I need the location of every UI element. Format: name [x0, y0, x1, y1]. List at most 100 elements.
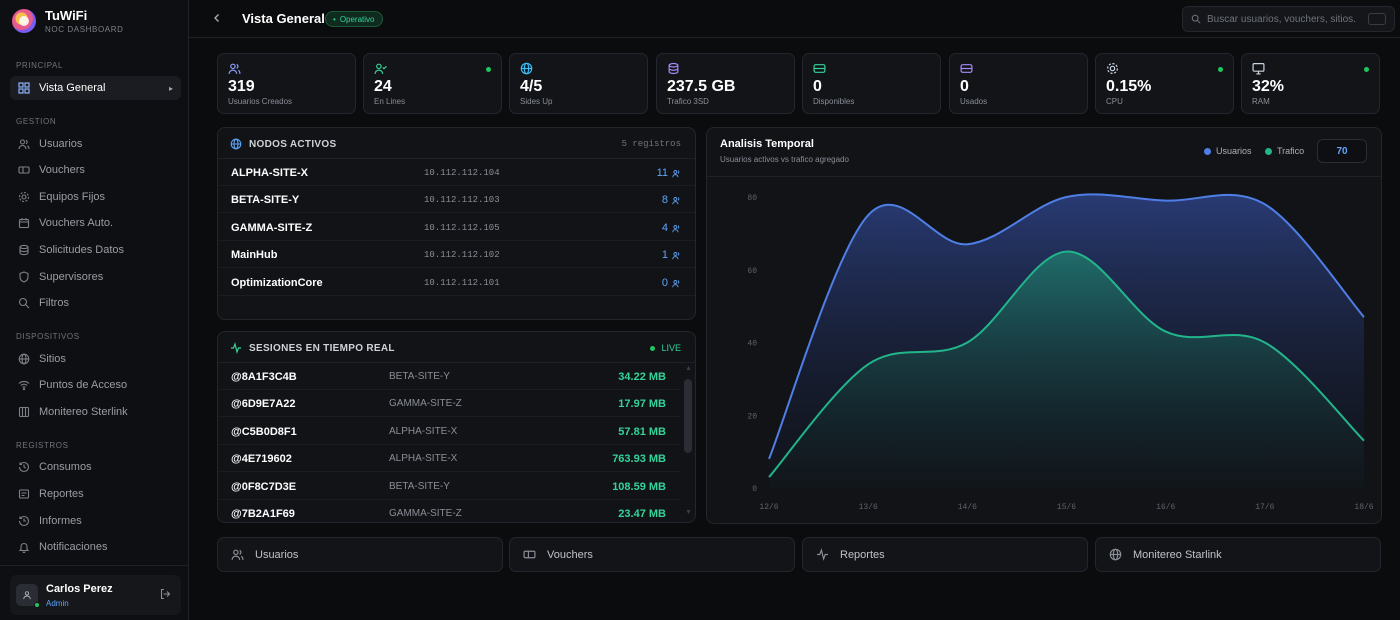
- monitor-icon: [1252, 62, 1265, 75]
- sidebar-divider: [0, 565, 189, 566]
- stat-label: CPU: [1106, 97, 1123, 106]
- quick-action-label: Vouchers: [547, 548, 593, 561]
- scroll-down-icon[interactable]: ▼: [685, 509, 692, 516]
- bell-icon: [18, 541, 30, 553]
- stat-card-ram[interactable]: 32% RAM: [1241, 53, 1380, 114]
- scrollbar[interactable]: ▲ ▼: [684, 365, 692, 520]
- sidebar-item-consumos[interactable]: Consumos: [10, 455, 181, 479]
- list-item[interactable]: @4E719602 ALPHA-SITE-X 763.93 MB: [218, 445, 680, 472]
- search-input[interactable]: [1207, 13, 1357, 25]
- table-row[interactable]: GAMMA-SITE-Z 10.112.112.105 4: [218, 214, 695, 241]
- sidebar-item-notificaciones[interactable]: Notificaciones: [10, 535, 181, 559]
- sidebar-item-solicitudes-datos[interactable]: Solicitudes Datos: [10, 238, 181, 262]
- logo-icon: [12, 9, 36, 33]
- sidebar-item-filtros[interactable]: Filtros: [10, 291, 181, 315]
- status-dot: [486, 67, 491, 72]
- node-name: ALPHA-SITE-X: [231, 167, 308, 179]
- stat-card-usados[interactable]: 0 Usados: [949, 53, 1088, 114]
- stat-card-disponibles[interactable]: 0 Disponibles: [802, 53, 941, 114]
- status-badge: • Operativo: [325, 11, 383, 27]
- quick-action-label: Usuarios: [255, 548, 299, 561]
- brand[interactable]: TuWiFi NOC DASHBOARD: [12, 8, 123, 34]
- scroll-up-icon[interactable]: ▲: [685, 365, 692, 372]
- node-ip: 10.112.112.101: [424, 278, 500, 288]
- wifi-icon: [18, 379, 30, 391]
- users-icon: [672, 224, 680, 232]
- chart-value-box[interactable]: 70: [1317, 139, 1367, 163]
- stat-card-en-lines[interactable]: 24 En Lines: [363, 53, 502, 114]
- quick-action-monitereo-starlink[interactable]: Monitereo Starlink: [1095, 537, 1381, 572]
- panel-title: NODOS ACTIVOS: [249, 139, 337, 150]
- sidebar-item-vouchers-auto[interactable]: Vouchers Auto.: [10, 211, 181, 235]
- session-id: @6D9E7A22: [231, 398, 296, 410]
- list-item[interactable]: @6D9E7A22 GAMMA-SITE-Z 17.97 MB: [218, 390, 680, 417]
- node-user-count-value: 11: [656, 167, 668, 179]
- back-chevron-icon[interactable]: [210, 11, 224, 25]
- quick-action-reportes[interactable]: Reportes: [802, 537, 1088, 572]
- sidebar-item-vista-general[interactable]: Vista General ▸: [10, 76, 181, 100]
- ticket-icon: [960, 62, 973, 75]
- search-bar[interactable]: [1182, 6, 1395, 32]
- section-label-gestion: GESTION: [16, 117, 57, 126]
- section-label-principal: PRINCIPAL: [16, 61, 64, 70]
- stat-card-sides-up[interactable]: 4/5 Sides Up: [509, 53, 648, 114]
- x-tick-label: 18/6: [1354, 503, 1373, 512]
- section-label-registros: REGISTROS: [16, 441, 69, 450]
- users-icon: [672, 169, 680, 177]
- sidebar-item-label: Informes: [39, 515, 82, 527]
- sidebar-item-vouchers[interactable]: Vouchers: [10, 158, 181, 182]
- user-profile[interactable]: Carlos Perez Admin: [10, 575, 181, 615]
- quick-action-label: Reportes: [840, 548, 885, 561]
- stat-card-usuarios-creados[interactable]: 319 Usuarios Creados: [217, 53, 356, 114]
- ticket-icon: [18, 164, 30, 176]
- stat-card-trafico[interactable]: 237.5 GB Trafico 3SD: [656, 53, 795, 114]
- legend-swatch: [1265, 147, 1272, 155]
- table-row[interactable]: BETA-SITE-Y 10.112.112.103 8: [218, 186, 695, 213]
- node-ip: 10.112.112.102: [424, 250, 500, 260]
- status-dot: [1364, 67, 1369, 72]
- sidebar-item-monitereo-sterlink[interactable]: Monitereo Sterlink: [10, 400, 181, 424]
- stat-value: 0: [960, 78, 969, 95]
- x-tick-label: 12/6: [759, 503, 778, 512]
- sidebar-item-supervisores[interactable]: Supervisores: [10, 265, 181, 289]
- sidebar-item-sitios[interactable]: Sitios: [10, 347, 181, 371]
- sidebar-item-label: Vouchers: [39, 164, 85, 176]
- brand-subtitle: NOC DASHBOARD: [45, 25, 124, 34]
- sessions-panel: SESIONES EN TIEMPO REAL LIVE @8A1F3C4B B…: [217, 331, 696, 523]
- scrollbar-thumb[interactable]: [684, 379, 692, 453]
- stat-card-cpu[interactable]: 0.15% CPU: [1095, 53, 1234, 114]
- sidebar-item-puntos-de-acceso[interactable]: Puntos de Acceso: [10, 373, 181, 397]
- table-row[interactable]: OptimizationCore 10.112.112.101 0: [218, 269, 695, 296]
- sidebar-item-usuarios[interactable]: Usuarios: [10, 132, 181, 156]
- sidebar-item-equipos-fijos[interactable]: Equipos Fijos: [10, 185, 181, 209]
- x-tick-label: 17/6: [1255, 503, 1274, 512]
- session-site: GAMMA-SITE-Z: [389, 398, 462, 409]
- session-site: ALPHA-SITE-X: [389, 426, 458, 437]
- legend-swatch: [1204, 147, 1211, 155]
- search-icon: [18, 297, 30, 309]
- record-count: 5 registros: [621, 139, 681, 149]
- stat-value: 24: [374, 78, 392, 95]
- list-item[interactable]: @0F8C7D3E BETA-SITE-Y 108.59 MB: [218, 473, 680, 500]
- sidebar-item-label: Consumos: [39, 461, 92, 473]
- list-item[interactable]: @8A1F3C4B BETA-SITE-Y 34.22 MB: [218, 363, 680, 390]
- stat-value: 237.5 GB: [667, 78, 736, 95]
- quick-action-vouchers[interactable]: Vouchers: [509, 537, 795, 572]
- sidebar-item-label: Equipos Fijos: [39, 191, 106, 203]
- users-icon: [18, 138, 30, 150]
- stat-value: 4/5: [520, 78, 543, 95]
- sidebar-item-label: Usuarios: [39, 138, 83, 150]
- session-usage: 108.59 MB: [612, 481, 666, 493]
- legend-label: Usuarios: [1216, 146, 1252, 156]
- nodes-panel: NODOS ACTIVOS 5 registros ALPHA-SITE-X 1…: [217, 127, 696, 320]
- table-row[interactable]: ALPHA-SITE-X 10.112.112.104 11: [218, 159, 695, 186]
- sidebar-item-informes[interactable]: Informes: [10, 509, 181, 533]
- logout-icon[interactable]: [159, 588, 171, 600]
- sidebar-item-reportes[interactable]: Reportes: [10, 482, 181, 506]
- y-tick-label: 40: [747, 340, 757, 349]
- list-item[interactable]: @C5B0D8F1 ALPHA-SITE-X 57.81 MB: [218, 418, 680, 445]
- table-row[interactable]: MainHub 10.112.112.102 1: [218, 241, 695, 268]
- list-item[interactable]: @7B2A1F69 GAMMA-SITE-Z 23.47 MB: [218, 500, 680, 522]
- legend-item-trafico: Trafico: [1265, 146, 1304, 156]
- quick-action-usuarios[interactable]: Usuarios: [217, 537, 503, 572]
